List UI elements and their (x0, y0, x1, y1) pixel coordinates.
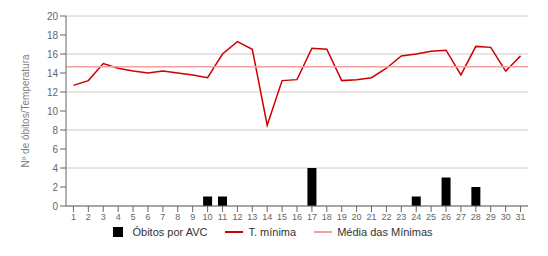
svg-text:8: 8 (52, 125, 58, 136)
html-text:T. mínima: T. mínima (248, 226, 297, 238)
svg-text:27: 27 (456, 212, 466, 222)
svg-text:23: 23 (396, 212, 406, 222)
svg-text:Nº de óbitos/Temperatura: Nº de óbitos/Temperatura (20, 54, 31, 168)
svg-text:6: 6 (52, 144, 58, 155)
svg-text:14: 14 (47, 68, 59, 79)
svg-text:3: 3 (101, 212, 106, 222)
svg-text:21: 21 (367, 212, 377, 222)
svg-text:19: 19 (337, 212, 347, 222)
svg-text:10: 10 (47, 106, 59, 117)
html-text:Média das Mínimas: Média das Mínimas (337, 226, 433, 238)
svg-text:16: 16 (47, 49, 59, 60)
svg-text:25: 25 (426, 212, 436, 222)
svg-text:26: 26 (441, 212, 451, 222)
svg-text:10: 10 (203, 212, 213, 222)
svg-text:29: 29 (486, 212, 496, 222)
svg-text:6: 6 (145, 212, 150, 222)
svg-text:22: 22 (381, 212, 391, 222)
svg-text:16: 16 (292, 212, 302, 222)
svg-text:13: 13 (247, 212, 257, 222)
svg-text:14: 14 (262, 212, 272, 222)
svg-text:12: 12 (47, 87, 59, 98)
svg-text:4: 4 (52, 163, 58, 174)
svg-text:18: 18 (322, 212, 332, 222)
svg-text:17: 17 (307, 212, 317, 222)
svg-text:0: 0 (52, 201, 58, 212)
svg-text:12: 12 (232, 212, 242, 222)
svg-text:18: 18 (47, 30, 59, 41)
svg-text:7: 7 (160, 212, 165, 222)
svg-text:8: 8 (175, 212, 180, 222)
svg-text:5: 5 (131, 212, 136, 222)
svg-text:4: 4 (116, 212, 121, 222)
svg-text:11: 11 (218, 212, 227, 222)
svg-text:24: 24 (411, 212, 421, 222)
svg-text:30: 30 (501, 212, 511, 222)
html-text:Óbitos por AVC: Óbitos por AVC (132, 226, 208, 238)
svg-text:2: 2 (52, 182, 58, 193)
svg-text:15: 15 (277, 212, 287, 222)
svg-text:2: 2 (86, 212, 91, 222)
svg-text:20: 20 (352, 212, 362, 222)
svg-text:31: 31 (516, 212, 526, 222)
svg-text:1: 1 (71, 212, 76, 222)
svg-text:28: 28 (471, 212, 481, 222)
svg-text:20: 20 (47, 11, 59, 22)
svg-text:9: 9 (190, 212, 195, 222)
